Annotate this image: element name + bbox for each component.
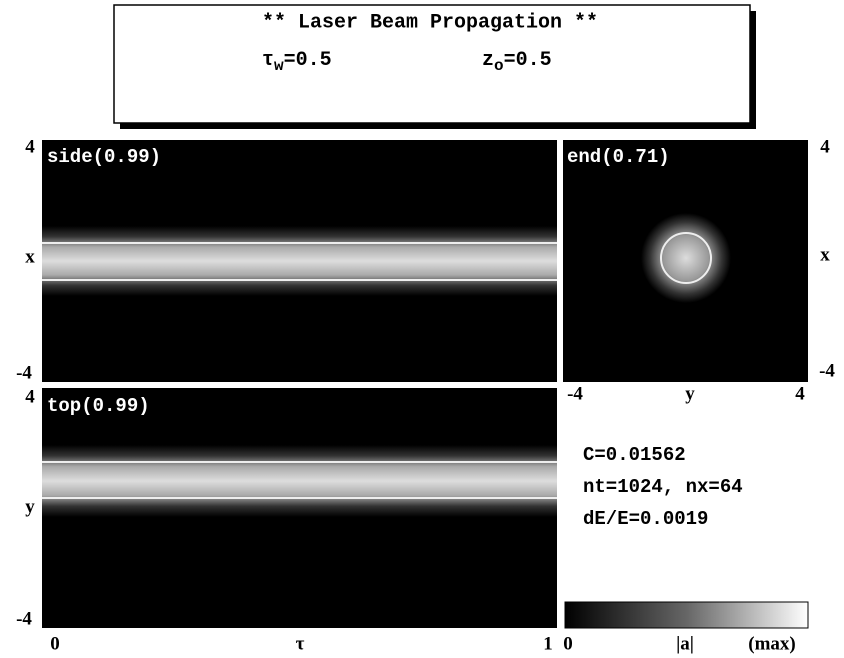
axis-label: 4 xyxy=(25,386,35,407)
top-beam xyxy=(42,445,557,517)
param: τw=0.5 xyxy=(262,49,332,75)
param: zo=0.5 xyxy=(482,49,552,75)
info: C=0.01562 xyxy=(583,444,686,466)
axis-label: 4 xyxy=(820,136,830,157)
axis-label: -4 xyxy=(567,383,583,404)
colorbar xyxy=(564,601,809,629)
info: nt=1024, nx=64 xyxy=(583,476,743,498)
param-rest: =0.5 xyxy=(284,49,332,72)
axis-label: y xyxy=(685,383,695,404)
axis-label: -4 xyxy=(16,362,32,383)
param-base: z xyxy=(482,49,494,72)
end-spot xyxy=(641,213,731,303)
axis-label: 0 xyxy=(50,633,60,654)
colorbar-label: |a| xyxy=(676,633,694,654)
axis-label: τ xyxy=(296,633,305,654)
param-rest: =0.5 xyxy=(504,49,552,72)
axis-label: x xyxy=(25,246,35,267)
axis-label: 1 xyxy=(543,633,553,654)
axis-label: 4 xyxy=(25,136,35,157)
colorbar-label: (max) xyxy=(748,633,795,654)
axis-label: x xyxy=(820,244,830,265)
params: τw=0.5 zo=0.5 xyxy=(262,49,552,75)
title: ** Laser Beam Propagation ** xyxy=(262,11,598,34)
panel-label: side(0.99) xyxy=(47,146,161,168)
param-sub: o xyxy=(494,57,504,75)
axis-label: -4 xyxy=(16,608,32,629)
axis-label: y xyxy=(25,496,35,517)
side-beam xyxy=(42,226,557,296)
axis-label: -4 xyxy=(819,360,835,381)
param-sub: w xyxy=(274,57,284,75)
title-box xyxy=(113,4,751,124)
panel-label: end(0.71) xyxy=(567,146,670,168)
info: dE/E=0.0019 xyxy=(583,508,708,530)
param-base: τ xyxy=(262,49,274,72)
axis-label: 4 xyxy=(795,383,805,404)
contour xyxy=(660,232,712,284)
panel-label: top(0.99) xyxy=(47,395,150,417)
colorbar-label: 0 xyxy=(563,633,573,654)
